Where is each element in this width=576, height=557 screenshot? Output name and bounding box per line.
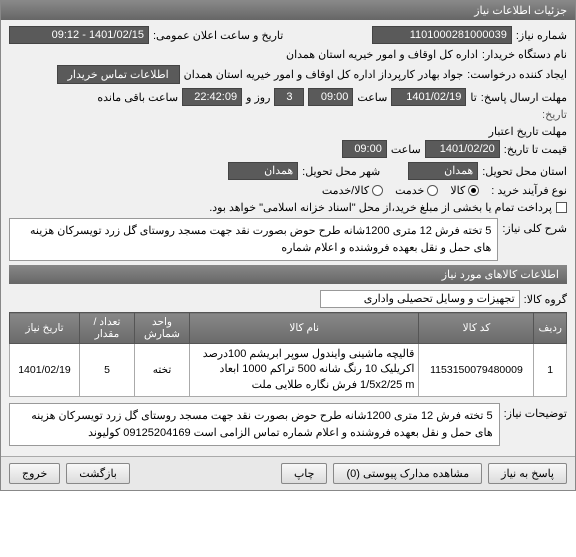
- radio-both-label: کالا/خدمت: [322, 184, 369, 197]
- radio-dot-icon: [468, 185, 479, 196]
- remain-time: 22:42:09: [182, 88, 242, 106]
- col-name: نام کالا: [190, 313, 419, 344]
- col-idx: ردیف: [534, 313, 567, 344]
- payment-checkbox[interactable]: [556, 202, 567, 213]
- reply-button[interactable]: پاسخ به نیاز: [488, 463, 567, 484]
- cell-code: 1153150079480009: [419, 344, 534, 397]
- province-label: استان محل تحویل:: [482, 165, 567, 178]
- validity-time: 09:00: [342, 140, 387, 158]
- attachments-button[interactable]: مشاهده مدارک پیوستی (0): [333, 463, 482, 484]
- deadline-label: مهلت ارسال پاسخ:: [481, 91, 567, 104]
- announce-value: 1401/02/15 - 09:12: [9, 26, 149, 44]
- days-value: 3: [274, 88, 304, 106]
- province-value: همدان: [408, 162, 478, 180]
- radio-dot-icon: [372, 185, 383, 196]
- city-value: همدان: [228, 162, 298, 180]
- buyer-org-value: اداره کل اوقاف و امور خیریه استان همدان: [286, 48, 478, 61]
- remain-label: ساعت باقی مانده: [97, 91, 178, 104]
- need-no-label: شماره نیاز:: [516, 29, 567, 42]
- desc-text: 5 تخته فرش 12 متری 1200شانه طرح حوض بصور…: [9, 218, 498, 261]
- buyer-org-label: نام دستگاه خریدار:: [482, 48, 567, 61]
- radio-goods-label: کالا: [450, 184, 465, 197]
- validity-label: مهلت تاریخ اعتبار: [489, 125, 567, 138]
- cell-qty: 5: [80, 344, 135, 397]
- cell-idx: 1: [534, 344, 567, 397]
- items-header: اطلاعات کالاهای مورد نیاز: [9, 265, 567, 284]
- deadline-date: 1401/02/19: [391, 88, 466, 106]
- notes-label: توضیحات نیاز:: [504, 407, 567, 420]
- contact-button[interactable]: اطلاعات تماس خریدار: [57, 65, 180, 84]
- proc-type-label: نوع فرآیند خرید :: [491, 184, 567, 197]
- validity-time-label: ساعت: [391, 143, 421, 156]
- cell-date: 1401/02/19: [10, 344, 80, 397]
- radio-goods[interactable]: کالا: [450, 184, 479, 197]
- cell-unit: تخته: [135, 344, 190, 397]
- col-unit: واحد شمارش: [135, 313, 190, 344]
- requester-label: ایجاد کننده درخواست:: [467, 68, 567, 81]
- print-button[interactable]: چاپ: [281, 463, 328, 484]
- radio-dot-icon: [427, 185, 438, 196]
- city-label: شهر محل تحویل:: [302, 165, 380, 178]
- group-value: تجهیزات و وسایل تحصیلی واداری: [320, 290, 520, 308]
- col-date: تاریخ نیاز: [10, 313, 80, 344]
- radio-service[interactable]: خدمت: [395, 184, 438, 197]
- requester-value: جواد بهادر کارپرداز اداره کل اوقاف و امو…: [184, 68, 464, 81]
- back-button[interactable]: بازگشت: [66, 463, 130, 484]
- history-label: تاریخ:: [542, 108, 567, 121]
- days-label: روز و: [246, 91, 270, 104]
- desc-label: شرح کلی نیاز:: [502, 222, 567, 235]
- items-table: ردیف کد کالا نام کالا واحد شمارش تعداد /…: [9, 312, 567, 397]
- panel-title: جزئیات اطلاعات نیاز: [1, 1, 575, 20]
- need-no-value: 1101000281000039: [372, 26, 512, 44]
- col-qty: تعداد / مقدار: [80, 313, 135, 344]
- exit-button[interactable]: خروج: [9, 463, 60, 484]
- col-code: کد کالا: [419, 313, 534, 344]
- validity-sub-label: قیمت تا تاریخ:: [504, 143, 567, 156]
- radio-service-label: خدمت: [395, 184, 424, 197]
- deadline-until: تا: [470, 91, 476, 104]
- deadline-time-label: ساعت: [357, 91, 387, 104]
- radio-both[interactable]: کالا/خدمت: [322, 184, 383, 197]
- announce-label: تاریخ و ساعت اعلان عمومی:: [153, 29, 283, 42]
- table-row[interactable]: 1 1153150079480009 قالیچه ماشینی وایندول…: [10, 344, 567, 397]
- validity-date: 1401/02/20: [425, 140, 500, 158]
- cell-name: قالیچه ماشینی وایندول سوپر ابریشم 100درص…: [190, 344, 419, 397]
- group-label: گروه کالا:: [524, 293, 567, 306]
- deadline-time: 09:00: [308, 88, 353, 106]
- notes-text: 5 تخته فرش 12 متری 1200شانه طرح حوض بصور…: [9, 403, 500, 446]
- payment-note: پرداخت تمام یا بخشی از مبلغ خرید،از محل …: [209, 201, 552, 214]
